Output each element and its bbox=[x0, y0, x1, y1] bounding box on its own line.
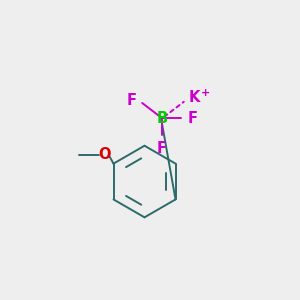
Text: +: + bbox=[201, 88, 210, 98]
Text: K: K bbox=[188, 90, 200, 105]
Text: B: B bbox=[156, 110, 167, 125]
Text: F: F bbox=[187, 110, 197, 125]
Text: F: F bbox=[157, 141, 167, 156]
Text: F: F bbox=[126, 93, 136, 108]
Text: O: O bbox=[98, 148, 110, 163]
